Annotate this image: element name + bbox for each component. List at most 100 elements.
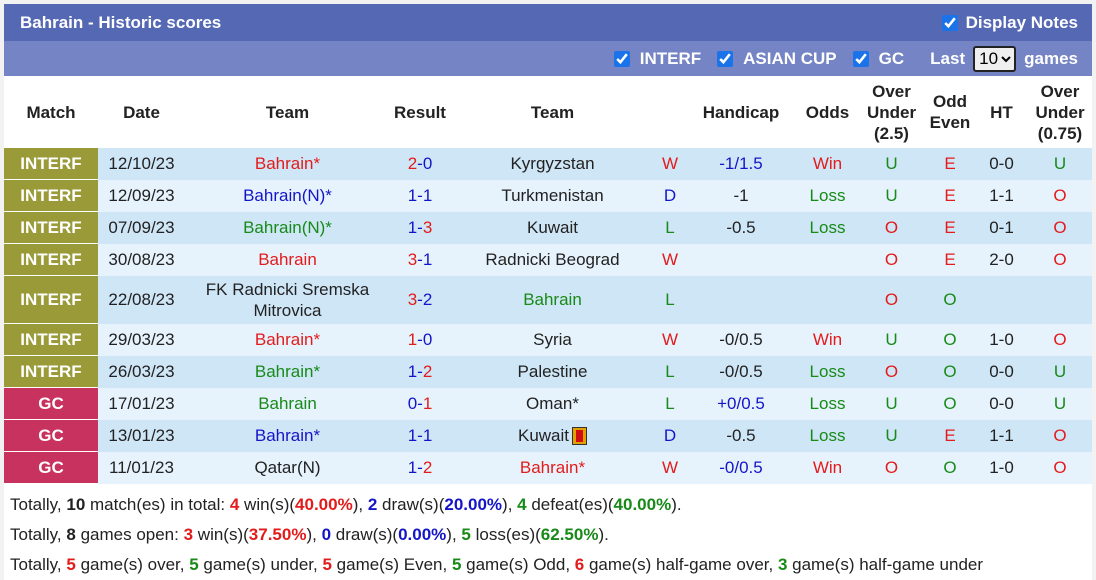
competition-badge[interactable]: INTERF	[4, 355, 98, 388]
table-header: Match Date Team Result Team Handicap Odds Over …	[4, 76, 1092, 148]
result[interactable]: 2-0	[390, 148, 450, 180]
over-under: O	[858, 211, 925, 244]
competition-badge[interactable]: INTERF	[4, 148, 98, 180]
away-team[interactable]: Oman*	[450, 387, 655, 420]
summary-segment: 5	[322, 555, 332, 574]
home-team[interactable]: Bahrain*	[185, 148, 390, 180]
match-date: 17/01/23	[98, 387, 185, 420]
home-team[interactable]: Bahrain	[185, 387, 390, 420]
outcome: W	[655, 243, 685, 276]
away-team[interactable]: Kuwait	[450, 211, 655, 244]
away-team[interactable]: Radnicki Beograd	[450, 243, 655, 276]
summary-segment: 37.50%	[248, 525, 307, 544]
filter-asian-cup-checkbox[interactable]	[717, 50, 734, 67]
table-row[interactable]: INTERF 22/08/23 FK Radnicki Sremska Mitr…	[4, 275, 1092, 324]
last-label: Last	[930, 48, 966, 68]
competition-badge[interactable]: GC	[4, 419, 98, 452]
over-under-075: U	[1028, 148, 1092, 180]
title-bar: Bahrain - Historic scores Display Notes	[4, 4, 1092, 41]
outcome: L	[655, 211, 685, 244]
result[interactable]: 1-1	[390, 419, 450, 452]
summary-segment: ),	[446, 525, 462, 544]
competition-badge[interactable]: INTERF	[4, 323, 98, 356]
table-row[interactable]: GC 11/01/23 Qatar(N) 1-2 Bahrain* W -0/0…	[4, 451, 1092, 484]
competition-badge[interactable]: INTERF	[4, 243, 98, 276]
half-time: 2-0	[975, 243, 1028, 276]
summary-segment: 4	[229, 495, 240, 514]
competition-badge[interactable]: INTERF	[4, 179, 98, 212]
last-games-select[interactable]: 10	[973, 45, 1017, 72]
home-score: 0	[407, 393, 418, 413]
home-team[interactable]: Bahrain(N)*	[185, 211, 390, 244]
competition-badge[interactable]: INTERF	[4, 211, 98, 244]
competition-badge[interactable]: GC	[4, 387, 98, 420]
away-team[interactable]: Kuwait	[450, 419, 655, 452]
half-time: 1-1	[975, 419, 1028, 452]
result[interactable]: 3-1	[390, 243, 450, 276]
home-team[interactable]: Qatar(N)	[185, 451, 390, 484]
home-team[interactable]: FK Radnicki Sremska Mitrovica	[185, 275, 390, 324]
handicap: -0.5	[685, 211, 797, 244]
table-row[interactable]: GC 13/01/23 Bahrain* 1-1 Kuwait D -0.5 L…	[4, 419, 1092, 452]
filter-gc-checkbox[interactable]	[852, 50, 869, 67]
competition-badge[interactable]: GC	[4, 451, 98, 484]
table-row[interactable]: INTERF 12/09/23 Bahrain(N)* 1-1 Turkmeni…	[4, 179, 1092, 212]
home-score: 3	[407, 289, 418, 309]
display-notes-checkbox[interactable]	[941, 14, 958, 31]
handicap: -0/0.5	[685, 355, 797, 388]
away-score: 1	[422, 425, 433, 445]
result[interactable]: 1-2	[390, 451, 450, 484]
away-team[interactable]: Syria	[450, 323, 655, 356]
table-row[interactable]: INTERF 29/03/23 Bahrain* 1-0 Syria W -0/…	[4, 323, 1092, 356]
display-notes-toggle[interactable]: Display Notes	[932, 13, 1078, 33]
odds-result	[797, 243, 858, 276]
home-team[interactable]: Bahrain*	[185, 323, 390, 356]
odd-even: E	[925, 179, 975, 212]
over-under-075: O	[1028, 179, 1092, 212]
result[interactable]: 0-1	[390, 387, 450, 420]
table-row[interactable]: INTERF 30/08/23 Bahrain 3-1 Radnicki Beo…	[4, 243, 1092, 276]
odds-result: Loss	[797, 211, 858, 244]
match-date: 12/10/23	[98, 148, 185, 180]
result[interactable]: 1-1	[390, 179, 450, 212]
home-team[interactable]: Bahrain(N)*	[185, 179, 390, 212]
summary-segment: Totally,	[10, 495, 67, 514]
away-score: 2	[422, 289, 433, 309]
match-date: 22/08/23	[98, 275, 185, 324]
over-under-075	[1028, 275, 1092, 324]
handicap: -0.5	[685, 419, 797, 452]
result[interactable]: 1-2	[390, 355, 450, 388]
table-row[interactable]: GC 17/01/23 Bahrain 0-1 Oman* L +0/0.5 L…	[4, 387, 1092, 420]
away-team[interactable]: Kyrgyzstan	[450, 148, 655, 180]
result[interactable]: 1-0	[390, 323, 450, 356]
table-row[interactable]: INTERF 07/09/23 Bahrain(N)* 1-3 Kuwait L…	[4, 211, 1092, 244]
column-header: HT	[975, 76, 1028, 148]
summary-segment: 2	[367, 495, 378, 514]
filter-interf-checkbox[interactable]	[613, 50, 630, 67]
panel-title: Bahrain - Historic scores	[20, 12, 222, 32]
away-team-name: Radnicki Beograd	[485, 249, 620, 269]
odd-even: O	[925, 275, 975, 324]
summary-segment: win(s)(	[239, 495, 296, 514]
competition-badge[interactable]: INTERF	[4, 275, 98, 324]
home-team[interactable]: Bahrain	[185, 243, 390, 276]
half-time: 0-0	[975, 355, 1028, 388]
table-row[interactable]: INTERF 26/03/23 Bahrain* 1-2 Palestine L…	[4, 355, 1092, 388]
home-score: 1	[407, 185, 418, 205]
column-header: Handicap	[685, 76, 797, 148]
odd-even: E	[925, 419, 975, 452]
away-score: 2	[422, 457, 433, 477]
away-team[interactable]: Bahrain*	[450, 451, 655, 484]
summary-segment: ),	[352, 495, 368, 514]
summary-segment: 20.00%	[444, 495, 503, 514]
result[interactable]: 3-2	[390, 275, 450, 324]
odds-result: Loss	[797, 179, 858, 212]
result[interactable]: 1-3	[390, 211, 450, 244]
away-team-name: Turkmenistan	[501, 185, 604, 205]
away-team[interactable]: Bahrain	[450, 275, 655, 324]
away-team[interactable]: Palestine	[450, 355, 655, 388]
away-team[interactable]: Turkmenistan	[450, 179, 655, 212]
home-team[interactable]: Bahrain*	[185, 419, 390, 452]
table-row[interactable]: INTERF 12/10/23 Bahrain* 2-0 Kyrgyzstan …	[4, 148, 1092, 180]
home-team[interactable]: Bahrain*	[185, 355, 390, 388]
